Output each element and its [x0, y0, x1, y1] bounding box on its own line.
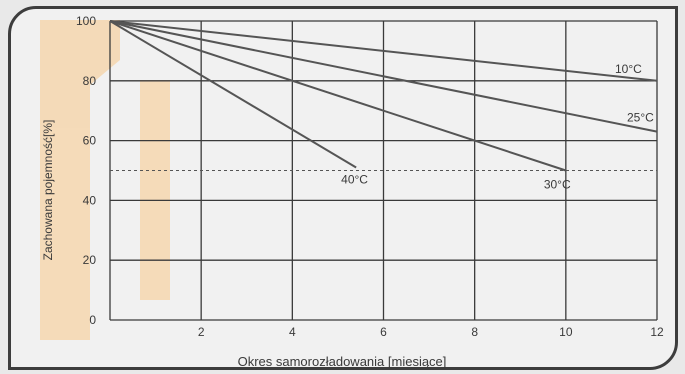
x-tick-label: 4 — [289, 325, 296, 339]
series-line — [109, 20, 658, 82]
x-tick-labels: 2 4 6 8 10 12 — [198, 325, 664, 339]
y-tick-label: 80 — [83, 74, 97, 88]
y-axis-label: Zachowana pojemność[%] — [41, 120, 55, 261]
x-tick-label: 6 — [380, 325, 387, 339]
grid — [109, 20, 658, 321]
series-group — [109, 20, 658, 172]
y-tick-label: 100 — [76, 14, 96, 28]
series-label: 25°C — [627, 111, 654, 125]
series-labels: 10°C 25°C 30°C 40°C — [341, 62, 654, 192]
y-tick-label: 40 — [83, 193, 97, 207]
watermark-logo — [40, 20, 170, 340]
x-tick-label: 8 — [471, 325, 478, 339]
series-line — [109, 20, 357, 169]
series-line — [109, 20, 567, 172]
y-tick-label: 20 — [83, 253, 97, 267]
y-tick-labels: 0 20 40 60 80 100 — [76, 14, 96, 327]
x-tick-label: 12 — [650, 325, 664, 339]
series-label: 40°C — [341, 173, 368, 187]
series-line — [109, 20, 658, 133]
y-tick-label: 0 — [89, 313, 96, 327]
x-axis-label: Okres samorozładowania [miesiące] — [238, 354, 447, 369]
x-tick-label: 10 — [559, 325, 573, 339]
x-tick-label: 2 — [198, 325, 205, 339]
y-tick-label: 60 — [83, 134, 97, 148]
series-label: 10°C — [615, 62, 642, 76]
series-label: 30°C — [544, 178, 571, 192]
